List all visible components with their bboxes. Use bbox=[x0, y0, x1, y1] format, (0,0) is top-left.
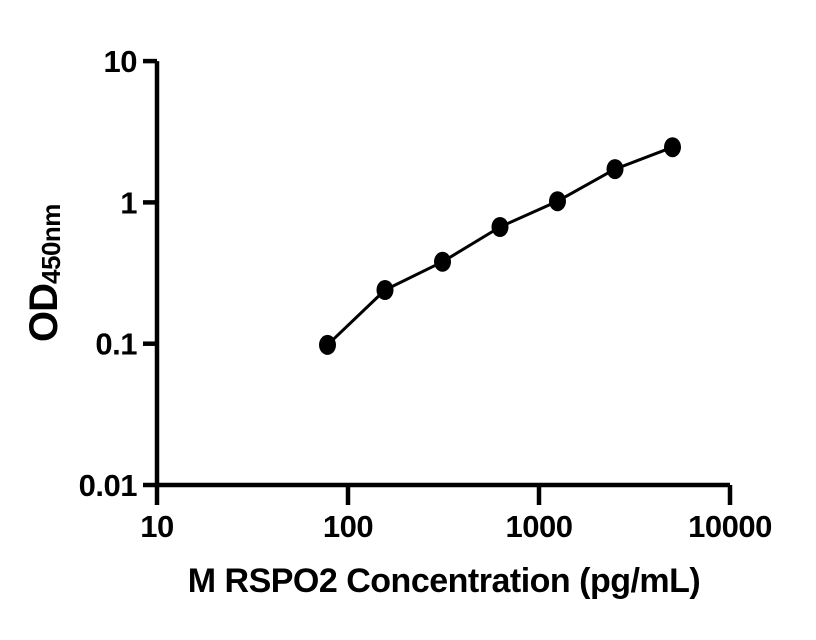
x-tick-label: 100 bbox=[323, 509, 373, 544]
axis-spine bbox=[154, 61, 730, 488]
data-point-marker bbox=[319, 334, 336, 355]
data-point-marker bbox=[491, 217, 509, 237]
y-axis-title: OD450nm bbox=[22, 204, 66, 342]
y-tick-label: 0.1 bbox=[95, 327, 137, 362]
data-point-marker bbox=[376, 280, 394, 300]
x-tick-label: 1000 bbox=[506, 509, 573, 544]
y-axis-title-main: OD bbox=[22, 284, 66, 342]
data-point-marker bbox=[664, 137, 681, 158]
standard-curve-line bbox=[326, 145, 674, 346]
data-point-marker bbox=[549, 191, 566, 212]
x-axis-title: M RSPO2 Concentration (pg/mL) bbox=[188, 562, 701, 600]
data-point-marker bbox=[434, 251, 451, 272]
y-tick-label: 10 bbox=[104, 44, 137, 79]
x-tick-label: 10 bbox=[140, 509, 173, 544]
x-tick-label: 10000 bbox=[688, 509, 772, 544]
y-tick-label: 0.01 bbox=[79, 468, 138, 503]
data-point-marker bbox=[606, 159, 624, 180]
y-tick-label: 1 bbox=[120, 185, 137, 220]
y-axis-title-subscript: 450nm bbox=[36, 204, 66, 284]
